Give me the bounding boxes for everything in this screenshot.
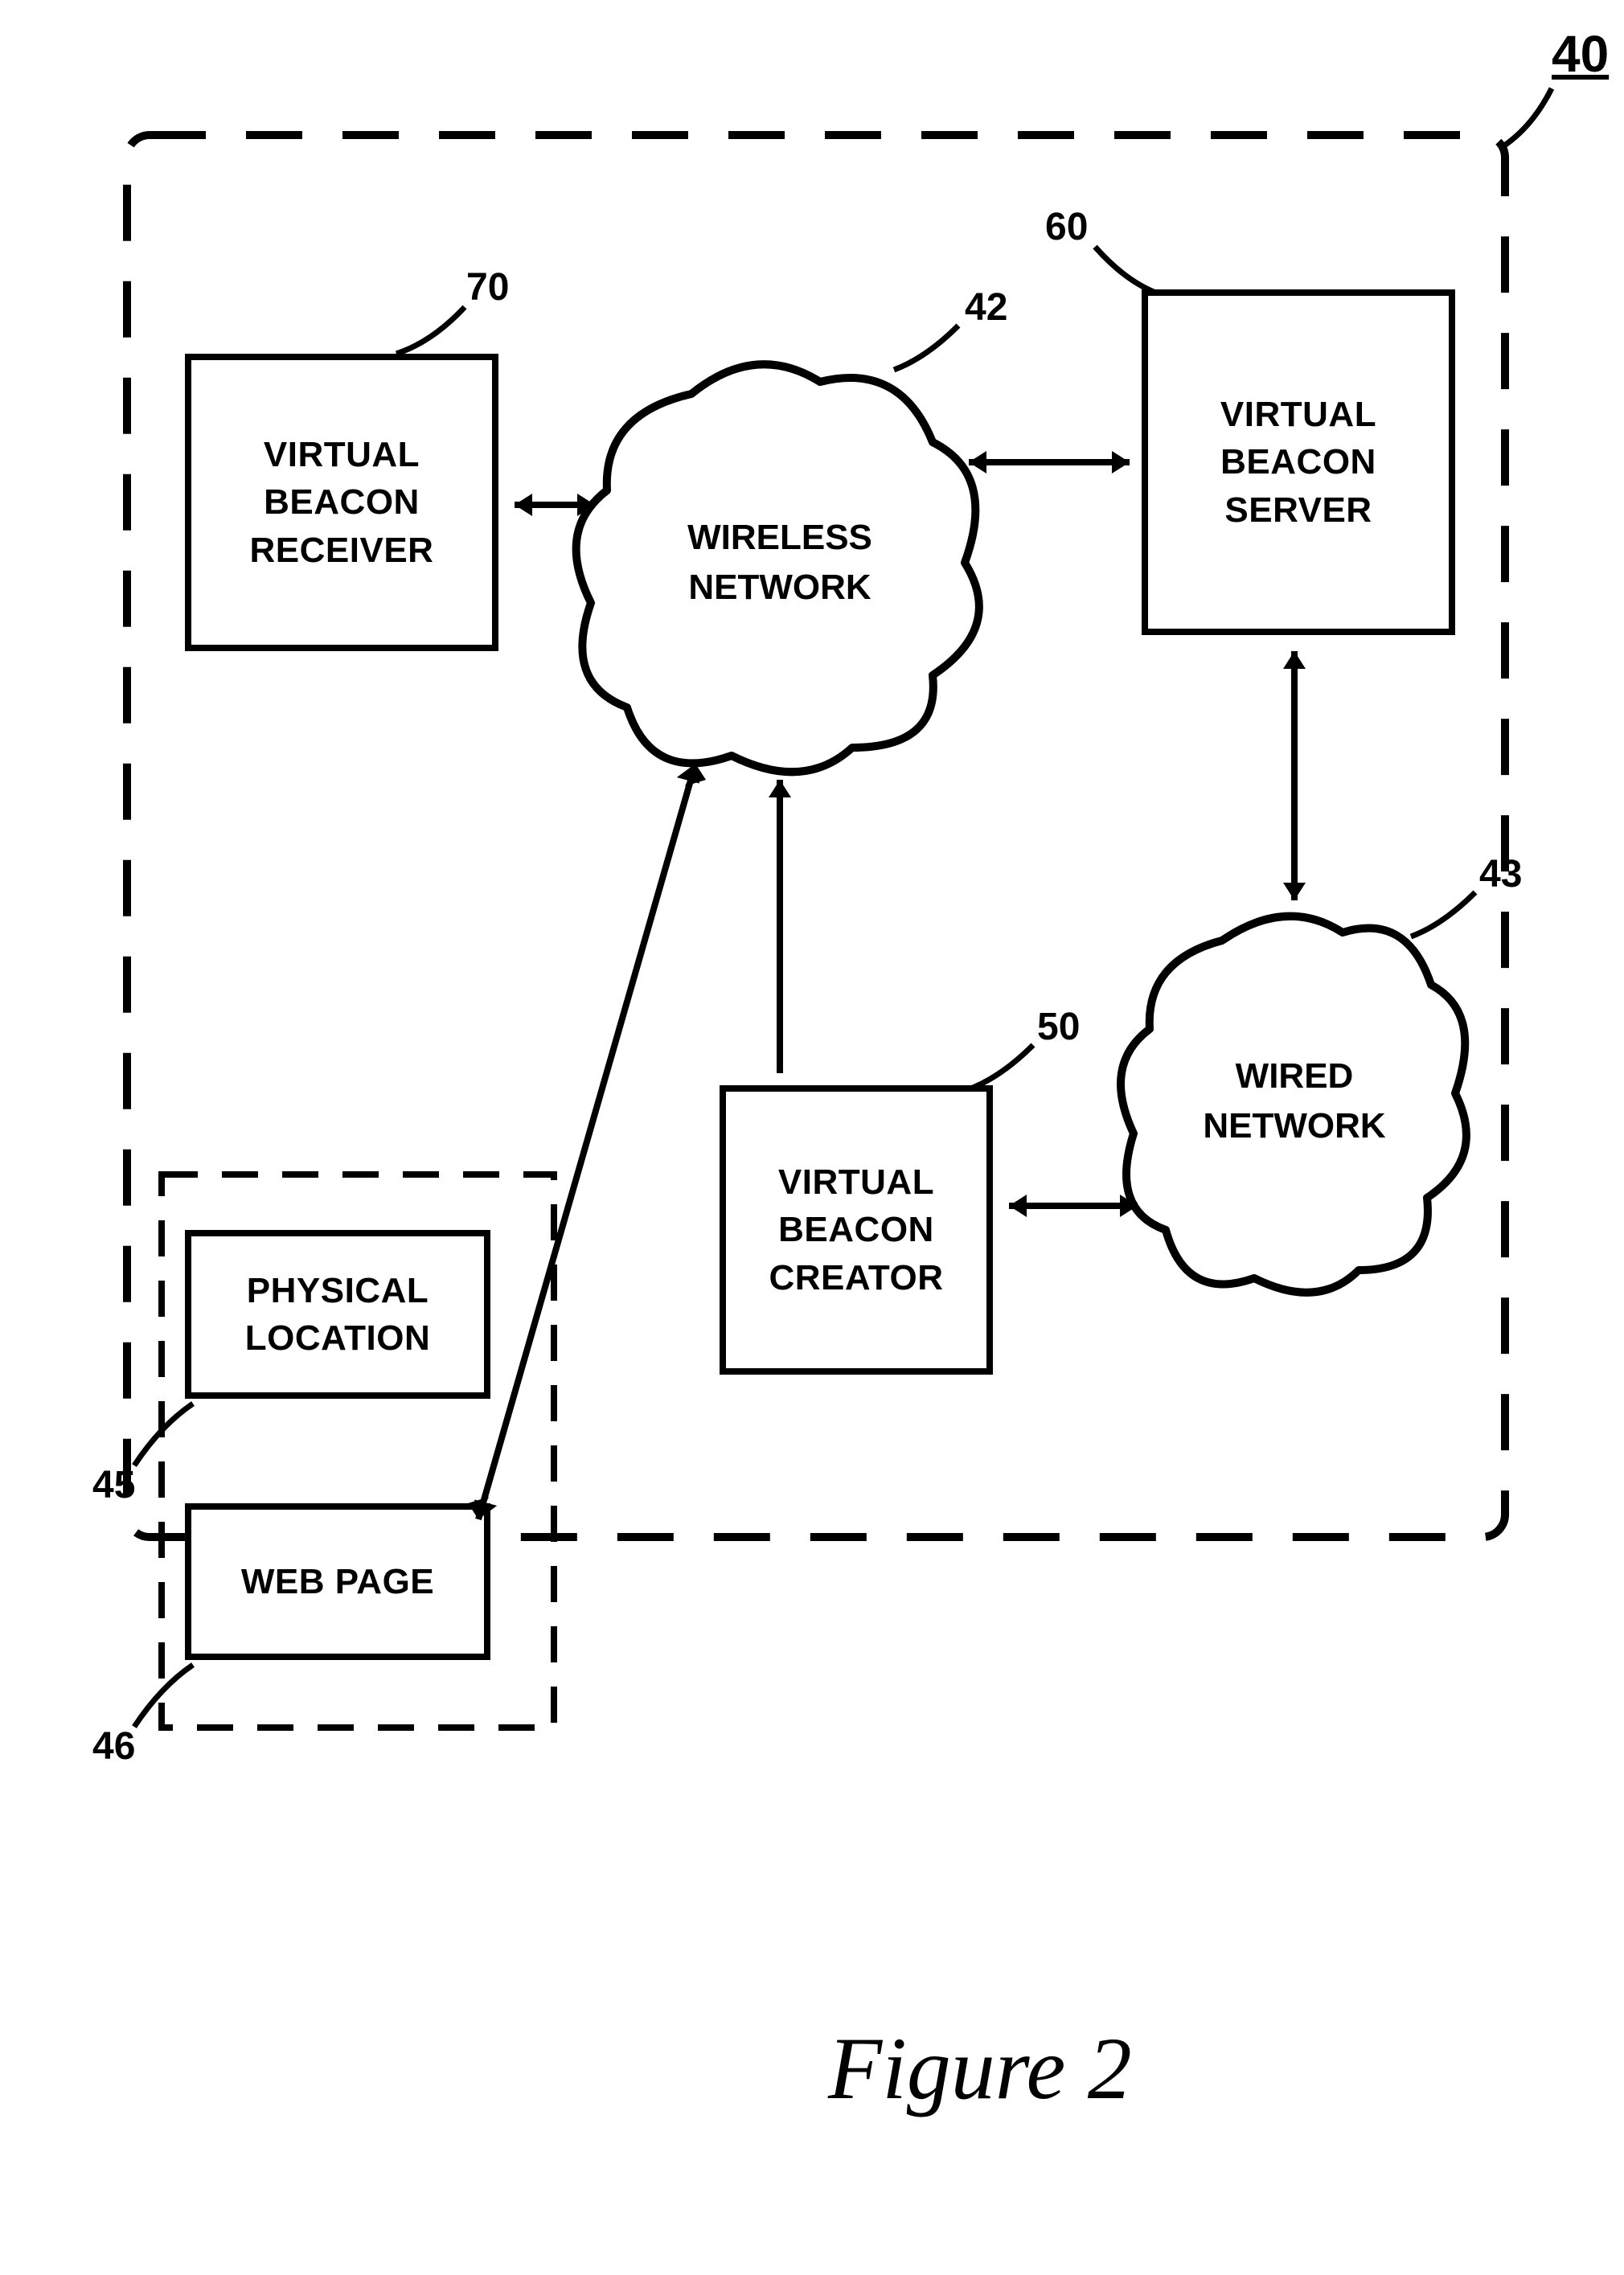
receiver-box: VIRTUAL BEACON RECEIVER: [185, 354, 498, 651]
arrow-server-wired: [1270, 635, 1318, 916]
creator-box: VIRTUAL BEACON CREATOR: [720, 1085, 993, 1375]
arrow-wireless-server: [953, 438, 1146, 486]
server-ref-leader: [1085, 237, 1166, 301]
webpage-ref-leader: [125, 1658, 205, 1735]
webpage-label: WEB PAGE: [241, 1562, 434, 1602]
physical-box: PHYSICAL LOCATION: [185, 1230, 490, 1399]
server-box: VIRTUAL BEACON SERVER: [1142, 289, 1455, 635]
webpage-box: WEB PAGE: [185, 1503, 490, 1660]
receiver-label: VIRTUAL BEACON RECEIVER: [250, 431, 434, 574]
arrow-creator-wired: [993, 1182, 1154, 1230]
receiver-ref-leader: [388, 297, 477, 362]
physical-label: PHYSICAL LOCATION: [245, 1267, 431, 1363]
server-label: VIRTUAL BEACON SERVER: [1220, 391, 1376, 534]
server-ref: 60: [1045, 205, 1088, 249]
webpage-ref: 46: [92, 1724, 135, 1769]
wired-ref-leader: [1403, 884, 1483, 945]
wired-label: WIRED NETWORK: [1166, 1005, 1423, 1198]
arrow-wireless-webpage: [450, 740, 724, 1543]
wireless-label: WIRELESS NETWORK: [635, 458, 925, 667]
wireless-ref-leader: [886, 318, 966, 378]
figure-caption: Figure 2: [828, 2018, 1132, 2120]
wireless-ref: 42: [965, 285, 1007, 330]
arrow-creator-wireless: [756, 764, 804, 1089]
creator-ref: 50: [1037, 1005, 1080, 1049]
outer-ref-leader: [1487, 72, 1576, 161]
receiver-ref: 70: [466, 265, 509, 309]
diagram-canvas: 40 VIRTUAL BEACON RECEIVER 70 VIRTUAL BE…: [0, 0, 1624, 2275]
creator-ref-leader: [961, 1037, 1041, 1097]
arrow-receiver-wireless: [498, 481, 611, 529]
physical-ref-leader: [125, 1397, 205, 1474]
wired-ref: 43: [1479, 852, 1522, 896]
creator-label: VIRTUAL BEACON CREATOR: [769, 1158, 944, 1301]
physical-ref: 45: [92, 1463, 135, 1507]
outer-ref-label: 40: [1552, 24, 1609, 84]
